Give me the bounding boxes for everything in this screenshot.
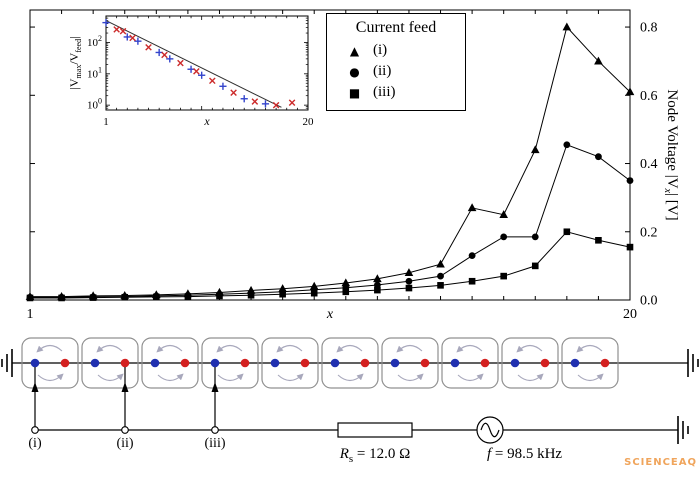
feed-label-i: (i) [28,436,42,451]
resistor-value: = 12.0 Ω [353,446,411,462]
circle-marker-icon: ● [349,64,360,79]
node-blue [270,358,280,368]
resonator-cell [501,337,559,389]
resonator-cell [21,337,79,389]
feed-label-iii: (iii) [204,436,226,451]
watermark: SCIENCEAQ [624,457,697,468]
feed-line [211,367,219,434]
legend-entry-i: ▲ (i) [327,40,465,61]
square-marker-icon: ■ [348,85,361,100]
feed-line [121,367,129,434]
svg-text:0.0: 0.0 [640,294,658,309]
ac-source-icon [476,416,504,444]
node-red [600,358,610,368]
ground-source-icon [677,416,689,444]
svg-text:0.4: 0.4 [640,157,658,172]
node-blue [90,358,100,368]
circuit-diagram [1,337,699,444]
node-blue [30,358,40,368]
svg-text:1: 1 [27,307,34,322]
legend-label-i: (i) [373,42,388,58]
svg-text:20: 20 [623,307,637,322]
svg-text:x: x [326,307,334,322]
legend-entry-iii: ■ (iii) [327,82,465,103]
svg-text:100: 100 [87,97,102,112]
svg-text:Node Voltage |Vx| [V]: Node Voltage |Vx| [V] [662,89,680,220]
resonator-cell [201,337,259,389]
svg-text:20: 20 [303,116,315,128]
legend-entry-ii: ● (ii) [327,61,465,82]
svg-text:0.8: 0.8 [640,21,658,36]
resonator-cell [261,337,319,389]
resonator-cells [21,337,619,389]
resonator-cell [81,337,139,389]
inset-chart: 100 101 102 1 20 x |Vmax/Vfeed| [67,15,315,128]
node-red [540,358,550,368]
legend-title: Current feed [355,19,437,36]
node-blue [510,358,520,368]
legend-label-iii: (iii) [373,84,396,100]
svg-text:x: x [203,114,210,128]
node-blue [570,358,580,368]
resistor-symbol-sub: s [348,453,354,465]
ground-right-icon [687,349,699,377]
resistor-label: Rs = 12.0 Ω [275,446,475,465]
svg-text:102: 102 [87,34,102,49]
inset-series-x-markers [113,26,296,109]
svg-text:|Vmax/Vfeed|: |Vmax/Vfeed| [67,36,83,89]
resonator-cell [561,337,619,389]
resistor-symbol: R [339,446,349,462]
resonator-cell [321,337,379,389]
frequency-label: f = 98.5 kHz [432,446,617,463]
resonator-cell [441,337,499,389]
node-blue [390,358,400,368]
node-blue [330,358,340,368]
node-red [300,358,310,368]
feed-terminal [121,426,129,434]
svg-text:0.2: 0.2 [640,225,658,240]
feed-line [31,367,39,434]
feed-label-ii: (ii) [116,436,134,451]
node-blue [210,358,220,368]
legend: Current feed ▲ (i) ● (ii) ■ (iii) [326,13,466,111]
svg-text:1: 1 [103,116,109,128]
node-red [240,358,250,368]
inset-series-plus-markers [102,19,270,108]
node-red [60,358,70,368]
resonator-cell [141,337,199,389]
node-red [420,358,430,368]
feed-lines [31,367,219,434]
node-red [180,358,190,368]
legend-label-ii: (ii) [373,63,392,79]
series-(iii) [26,228,634,302]
svg-text:101: 101 [87,65,102,80]
frequency-symbol: f [486,446,492,462]
node-blue [450,358,460,368]
source-resistor [337,422,413,438]
svg-text:0.6: 0.6 [640,89,658,104]
node-blue [150,358,160,368]
node-red [480,358,490,368]
feed-terminal [31,426,39,434]
resonator-cell [381,337,439,389]
feed-terminal [211,426,219,434]
frequency-value: = 98.5 kHz [491,446,563,462]
triangle-marker-icon: ▲ [349,43,360,58]
ground-left-icon [1,349,13,377]
node-red [120,358,130,368]
node-red [360,358,370,368]
